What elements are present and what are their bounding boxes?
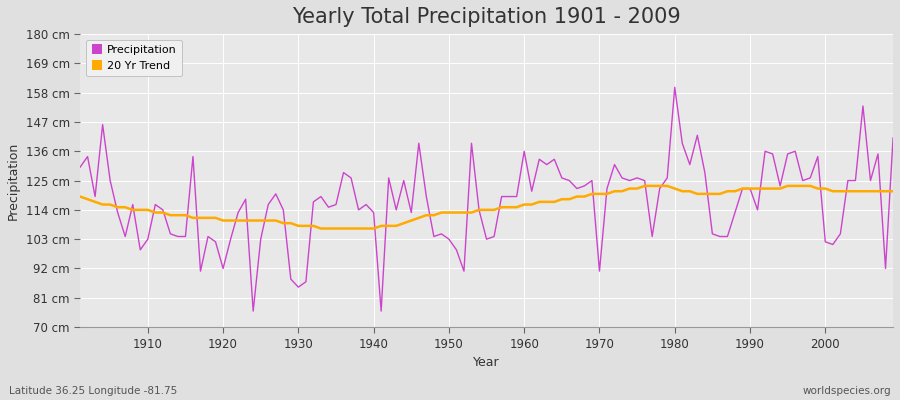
Text: worldspecies.org: worldspecies.org <box>803 386 891 396</box>
Title: Yearly Total Precipitation 1901 - 2009: Yearly Total Precipitation 1901 - 2009 <box>292 7 681 27</box>
X-axis label: Year: Year <box>473 356 500 369</box>
Text: Latitude 36.25 Longitude -81.75: Latitude 36.25 Longitude -81.75 <box>9 386 177 396</box>
Y-axis label: Precipitation: Precipitation <box>7 142 20 220</box>
Legend: Precipitation, 20 Yr Trend: Precipitation, 20 Yr Trend <box>86 40 182 76</box>
